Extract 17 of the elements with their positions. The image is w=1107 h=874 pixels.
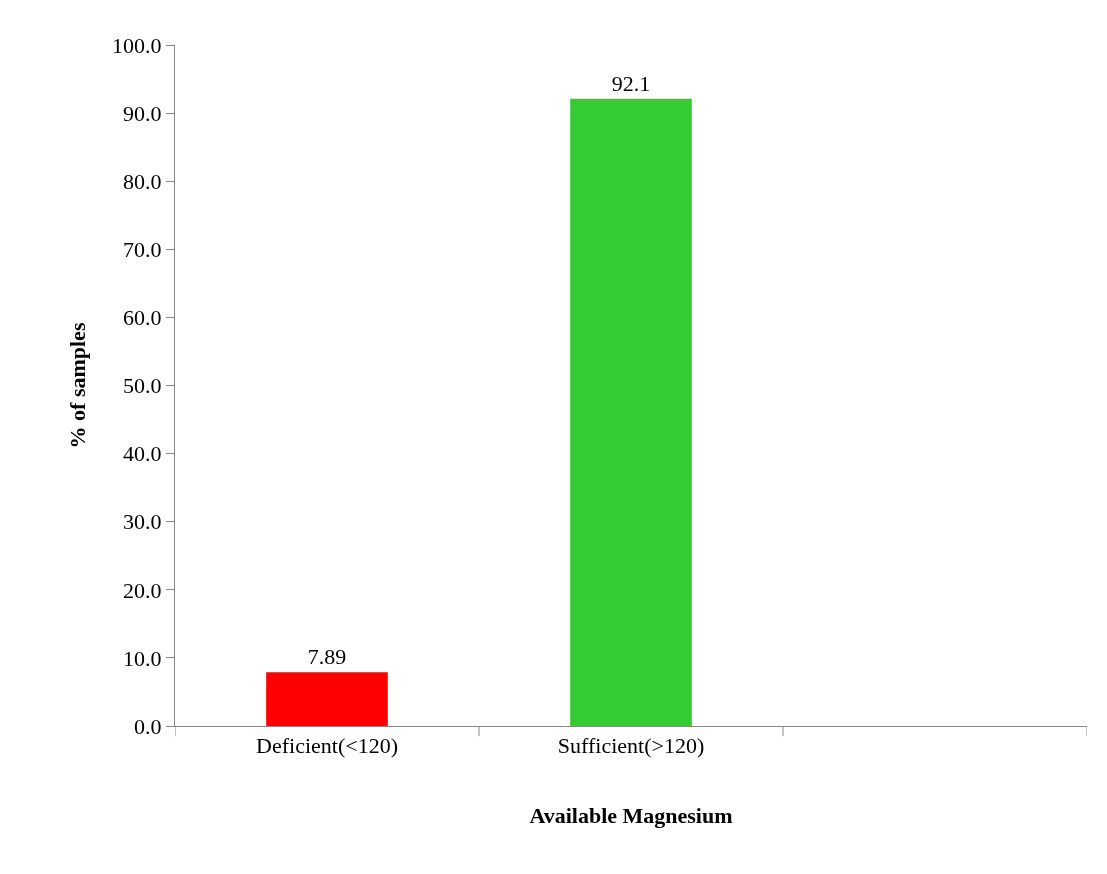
y-tick-label: 50.0 — [123, 373, 162, 399]
data-label: 92.1 — [611, 70, 651, 96]
x-tick-label: Sufficient(>120) — [557, 733, 705, 759]
y-tick-label: 100.0 — [112, 32, 162, 58]
y-tick-label: 20.0 — [123, 577, 162, 603]
data-label: 7.89 — [307, 644, 347, 670]
y-tick-label: 30.0 — [123, 509, 162, 535]
y-tick-label: 70.0 — [123, 237, 162, 262]
y-axis-title: % of samples — [64, 322, 90, 449]
y-tick-label: 10.0 — [123, 645, 162, 671]
y-tick-label: 90.0 — [123, 100, 162, 126]
y-tick-label: 60.0 — [123, 305, 162, 331]
x-tick-label: Deficient(<120) — [256, 733, 398, 759]
y-tick-label: 40.0 — [123, 441, 162, 467]
x-axis-title: Available Magnesium — [529, 803, 733, 829]
y-tick-label: 80.0 — [123, 168, 162, 194]
y-tick-label: 0.0 — [134, 713, 162, 739]
